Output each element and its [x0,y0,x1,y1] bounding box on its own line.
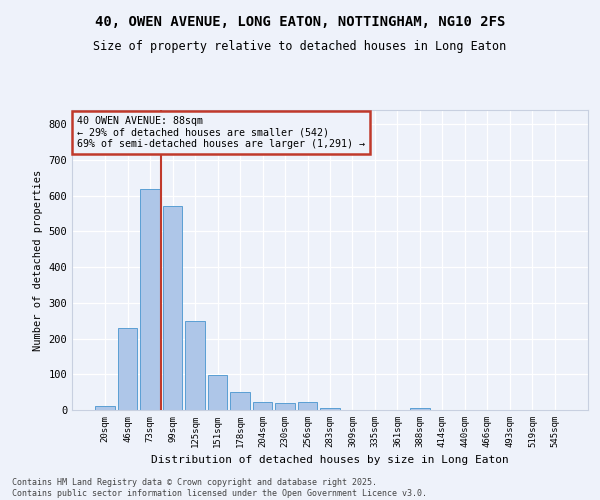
Bar [298,402,317,410]
Bar [118,328,137,410]
Bar [95,406,115,410]
Bar [185,320,205,410]
Bar [275,403,295,410]
Bar [320,408,340,410]
Bar [410,408,430,410]
Text: Size of property relative to detached houses in Long Eaton: Size of property relative to detached ho… [94,40,506,53]
X-axis label: Distribution of detached houses by size in Long Eaton: Distribution of detached houses by size … [151,456,509,466]
Bar [208,375,227,410]
Y-axis label: Number of detached properties: Number of detached properties [33,170,43,350]
Bar [140,188,160,410]
Text: 40, OWEN AVENUE, LONG EATON, NOTTINGHAM, NG10 2FS: 40, OWEN AVENUE, LONG EATON, NOTTINGHAM,… [95,15,505,29]
Bar [253,402,272,410]
Text: 40 OWEN AVENUE: 88sqm
← 29% of detached houses are smaller (542)
69% of semi-det: 40 OWEN AVENUE: 88sqm ← 29% of detached … [77,116,365,149]
Bar [163,206,182,410]
Bar [230,392,250,410]
Text: Contains HM Land Registry data © Crown copyright and database right 2025.
Contai: Contains HM Land Registry data © Crown c… [12,478,427,498]
